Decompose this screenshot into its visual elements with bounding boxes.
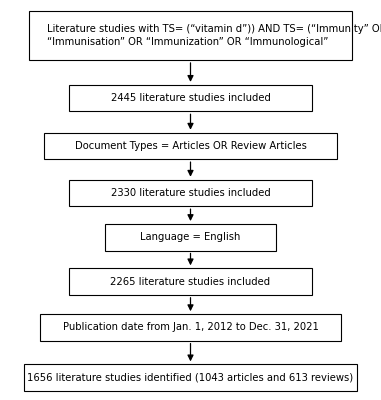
FancyBboxPatch shape <box>29 11 352 60</box>
FancyBboxPatch shape <box>40 314 341 341</box>
Text: Document Types = Articles OR Review Articles: Document Types = Articles OR Review Arti… <box>75 141 306 151</box>
FancyBboxPatch shape <box>44 132 337 159</box>
Text: 2445 literature studies included: 2445 literature studies included <box>110 93 271 103</box>
FancyBboxPatch shape <box>69 180 312 206</box>
Text: 1656 literature studies identified (1043 articles and 613 reviews): 1656 literature studies identified (1043… <box>27 372 354 382</box>
Text: Language = English: Language = English <box>140 232 241 242</box>
FancyBboxPatch shape <box>69 85 312 112</box>
Text: 2330 literature studies included: 2330 literature studies included <box>110 188 271 198</box>
FancyBboxPatch shape <box>24 364 357 391</box>
Text: 2265 literature studies included: 2265 literature studies included <box>110 276 271 286</box>
FancyBboxPatch shape <box>104 224 277 250</box>
Text: Publication date from Jan. 1, 2012 to Dec. 31, 2021: Publication date from Jan. 1, 2012 to De… <box>62 322 319 332</box>
FancyBboxPatch shape <box>69 268 312 295</box>
Text: Literature studies with TS= (“vitamin d”)) AND TS= (“Immunity” OR
“Immunisation”: Literature studies with TS= (“vitamin d”… <box>47 24 381 46</box>
